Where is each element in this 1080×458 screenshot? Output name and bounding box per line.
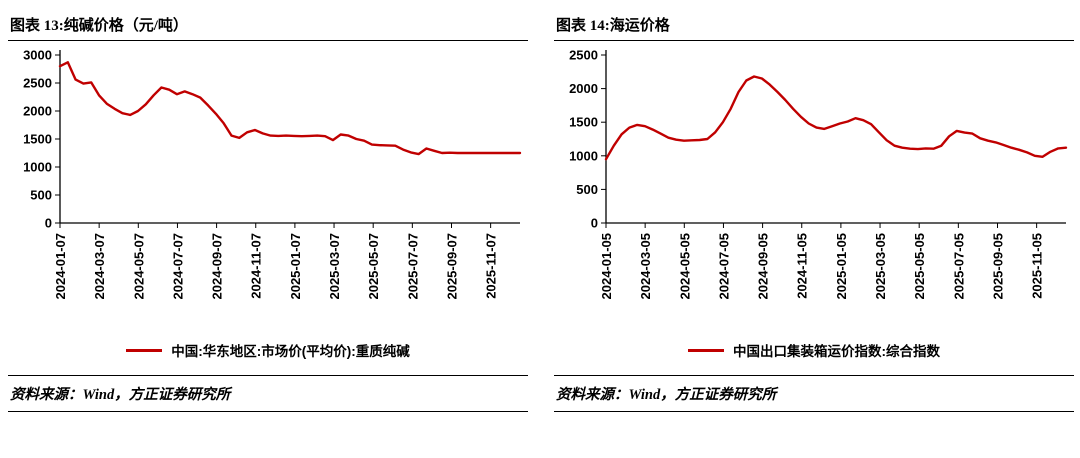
svg-text:2500: 2500: [23, 76, 52, 91]
svg-text:2024-07-05: 2024-07-05: [716, 233, 731, 300]
svg-text:1500: 1500: [569, 115, 598, 130]
svg-text:2025-07-05: 2025-07-05: [951, 233, 966, 300]
legend-soda-ash: 中国:华东地区:市场价(平均价):重质纯碱: [8, 339, 528, 361]
panel-shipping-price: 图表 14:海运价格 0 500 1000 1500 2000 2500 2024-01-0…: [554, 14, 1074, 412]
svg-text:2025-05-05: 2025-05-05: [912, 233, 927, 300]
legend-label: 中国出口集装箱运价指数:综合指数: [733, 344, 940, 359]
soda-ash-price-chart: 0 500 1000 1500 2000 2500 3000 2024-01-07 2024-0…: [8, 45, 528, 337]
legend-line-icon: [688, 348, 724, 352]
svg-text:500: 500: [30, 188, 52, 203]
divider-line: [554, 375, 1074, 376]
divider-line: [8, 411, 528, 412]
svg-text:2024-09-07: 2024-09-07: [210, 233, 225, 299]
chart-title-soda-ash: 图表 13:纯碱价格（元/吨）: [8, 14, 528, 41]
divider-line: [554, 411, 1074, 412]
svg-text:1500: 1500: [23, 132, 52, 147]
svg-text:2500: 2500: [569, 48, 598, 63]
svg-text:2025-11-05: 2025-11-05: [1030, 233, 1045, 299]
svg-text:2024-11-05: 2024-11-05: [795, 233, 810, 299]
svg-text:2025-05-07: 2025-05-07: [366, 233, 381, 300]
svg-text:2025-11-07: 2025-11-07: [484, 233, 499, 299]
svg-text:0: 0: [45, 216, 52, 231]
panel-soda-ash-price: 图表 13:纯碱价格（元/吨） 0 500 1000 1500 2000 2500 3000…: [8, 14, 528, 412]
svg-text:2025-09-05: 2025-09-05: [990, 233, 1005, 300]
svg-text:2025-03-05: 2025-03-05: [873, 233, 888, 300]
svg-text:2024-03-07: 2024-03-07: [92, 233, 107, 300]
legend-shipping: 中国出口集装箱运价指数:综合指数: [554, 339, 1074, 361]
svg-text:2024-03-05: 2024-03-05: [638, 233, 653, 300]
legend-line-icon: [126, 348, 163, 352]
shipping-price-chart: 0 500 1000 1500 2000 2500 2024-01-05 2024-03-05…: [554, 45, 1074, 337]
report-page: 图表 13:纯碱价格（元/吨） 0 500 1000 1500 2000 2500 3000…: [8, 14, 1074, 412]
chart-title-shipping: 图表 14:海运价格: [554, 14, 1074, 41]
divider-line: [8, 375, 528, 376]
source-note: 资料来源：Wind，方正证券研究所: [556, 387, 777, 403]
chart-panels: 图表 13:纯碱价格（元/吨） 0 500 1000 1500 2000 2500 3000…: [8, 14, 1074, 412]
svg-text:1000: 1000: [569, 148, 598, 163]
svg-text:2024-11-07: 2024-11-07: [249, 233, 264, 299]
svg-text:2025-01-07: 2025-01-07: [288, 233, 303, 300]
svg-text:2025-09-07: 2025-09-07: [444, 233, 459, 300]
svg-text:2025-01-05: 2025-01-05: [834, 233, 849, 300]
svg-text:2025-03-07: 2025-03-07: [327, 233, 342, 300]
svg-text:1000: 1000: [23, 160, 52, 175]
svg-text:0: 0: [591, 216, 598, 231]
svg-text:500: 500: [576, 182, 598, 197]
svg-text:2025-07-07: 2025-07-07: [405, 233, 420, 300]
svg-text:3000: 3000: [23, 48, 52, 63]
source-note: 资料来源：Wind，方正证券研究所: [10, 387, 231, 403]
svg-text:2024-05-05: 2024-05-05: [677, 233, 692, 300]
svg-text:2000: 2000: [569, 81, 598, 96]
svg-text:2024-05-07: 2024-05-07: [131, 233, 146, 300]
svg-text:2000: 2000: [23, 104, 52, 119]
legend-label: 中国:华东地区:市场价(平均价):重质纯碱: [171, 344, 410, 359]
svg-text:2024-01-07: 2024-01-07: [53, 233, 68, 300]
svg-text:2024-01-05: 2024-01-05: [599, 233, 614, 300]
svg-text:2024-09-05: 2024-09-05: [756, 233, 771, 299]
svg-text:2024-07-07: 2024-07-07: [170, 233, 185, 300]
